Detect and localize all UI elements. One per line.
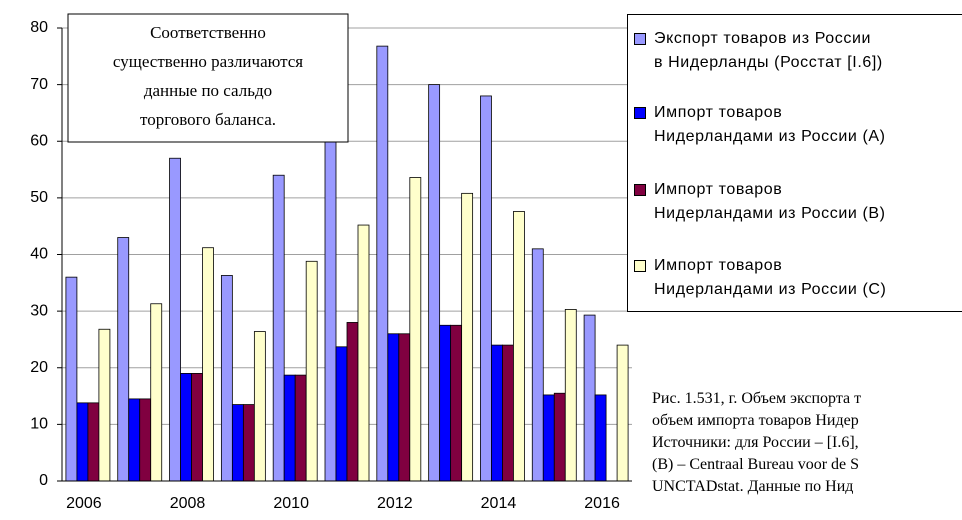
caption-line: объем импорта товаров Нидер <box>652 412 859 429</box>
bar <box>398 333 411 482</box>
legend-swatch <box>634 33 646 45</box>
bar <box>357 224 370 482</box>
bar <box>65 276 78 482</box>
bar <box>117 237 130 482</box>
y-tick-label: 80 <box>30 19 48 36</box>
x-tick-label: 2012 <box>377 495 413 512</box>
y-tick-label: 30 <box>30 302 48 319</box>
bar <box>502 344 514 482</box>
bar <box>553 392 566 482</box>
bar <box>272 174 285 482</box>
bar <box>169 157 181 482</box>
annotation-line: Соответственно <box>150 23 266 42</box>
bar <box>76 402 89 482</box>
legend-swatch <box>634 184 646 196</box>
bar <box>180 373 192 482</box>
bar <box>98 328 111 482</box>
y-tick-label: 0 <box>39 472 48 489</box>
bar <box>87 402 100 482</box>
bar <box>305 260 318 482</box>
y-tick-label: 40 <box>30 246 48 263</box>
bar <box>564 309 577 482</box>
y-tick-label: 20 <box>30 359 48 376</box>
legend: Экспорт товаров из России в Нидерланды (… <box>627 14 962 312</box>
caption-line: Рис. 1.531, г. Объем экспорта т <box>652 390 862 407</box>
legend-item: Импорт товаров Нидерландами из России (A… <box>634 101 886 149</box>
annotation-line: существенно различаются <box>113 52 303 71</box>
bar <box>324 135 337 482</box>
bar <box>128 398 141 482</box>
x-tick-label: 2016 <box>584 495 620 512</box>
bar <box>283 374 296 482</box>
legend-label: Импорт товаров Нидерландами из России (B… <box>654 181 886 222</box>
bar <box>346 322 359 482</box>
bar <box>231 404 244 482</box>
legend-swatch <box>634 107 646 119</box>
legend-label: Импорт товаров Нидерландами из России (A… <box>654 104 886 145</box>
bar <box>428 84 441 482</box>
bar <box>450 324 463 482</box>
bar <box>376 45 389 482</box>
annotation-line: данные по сальдо <box>144 81 272 100</box>
bar <box>387 333 400 482</box>
bar <box>542 394 555 482</box>
caption-line: UNCTADstat. Данные по Нид <box>652 478 854 495</box>
bar <box>150 303 163 482</box>
bar <box>531 248 544 482</box>
y-tick-label: 60 <box>30 132 48 149</box>
caption-line: (B) – Centraal Bureau voor de S <box>652 456 860 473</box>
bar <box>461 192 474 482</box>
bar <box>480 95 492 482</box>
bar <box>253 331 266 482</box>
annotation-line: торгового баланса. <box>140 110 276 129</box>
bar <box>220 275 233 482</box>
x-tick-label: 2010 <box>273 495 309 512</box>
x-tick-label: 2014 <box>481 495 517 512</box>
bar <box>242 404 255 482</box>
bar <box>616 344 629 482</box>
annotation-box <box>67 13 349 143</box>
legend-label: Экспорт товаров из России в Нидерланды (… <box>654 30 883 71</box>
x-tick-label: 2006 <box>66 495 102 512</box>
legend-item: Экспорт товаров из России в Нидерланды (… <box>634 27 883 75</box>
legend-swatch <box>634 260 646 272</box>
y-tick-label: 50 <box>30 189 48 206</box>
bar <box>583 314 596 482</box>
bar <box>594 394 607 482</box>
legend-item: Импорт товаров Нидерландами из России (B… <box>634 178 886 226</box>
bar <box>191 373 203 482</box>
legend-label: Импорт товаров Нидерландами из России (C… <box>654 257 887 298</box>
bar <box>294 374 307 482</box>
y-tick-label: 70 <box>30 76 48 93</box>
bar <box>202 247 214 482</box>
bar <box>491 344 503 482</box>
bar <box>439 324 452 482</box>
legend-item: Импорт товаров Нидерландами из России (C… <box>634 254 886 302</box>
bar <box>139 398 152 482</box>
bar <box>409 177 422 482</box>
x-tick-label: 2008 <box>170 495 206 512</box>
bar <box>513 211 525 482</box>
y-tick-label: 10 <box>30 416 48 433</box>
bar <box>335 346 348 482</box>
caption-line: Источники: для России – [I.6], <box>652 434 859 451</box>
